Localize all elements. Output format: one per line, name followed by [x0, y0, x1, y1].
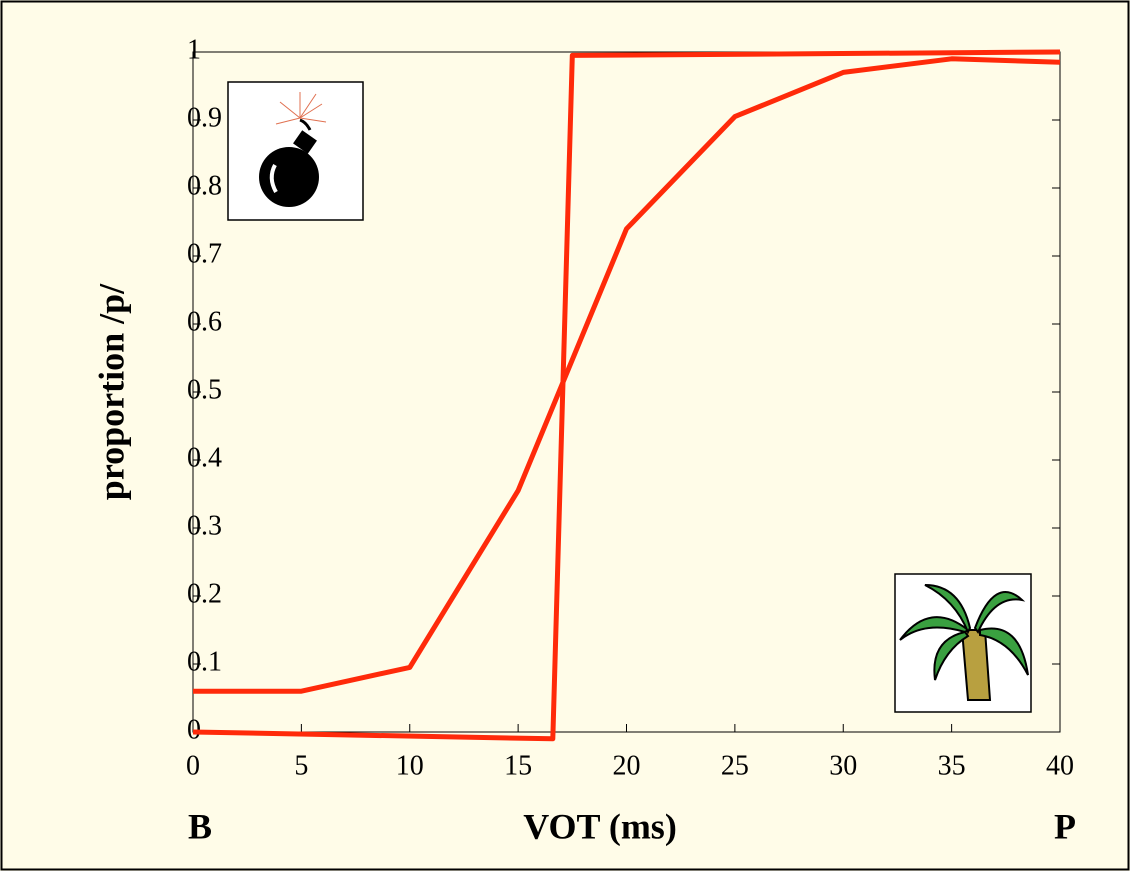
x-tick-label: 30 [829, 750, 857, 781]
y-axis-label: proportion /p/ [91, 283, 131, 500]
x-tick-label: 5 [294, 750, 308, 781]
series-line [193, 56, 1061, 694]
x-tick-label: 40 [1046, 750, 1074, 781]
x-tick-label: 25 [721, 750, 749, 781]
x-tick-label: 20 [613, 750, 641, 781]
x-tick-label: 10 [396, 750, 424, 781]
y-tick-label: 0.6 [187, 306, 222, 337]
y-tick-label: 0.1 [187, 646, 222, 677]
series-line [192, 49, 1061, 742]
palm-icon [894, 573, 1032, 713]
x-end-label: P [1054, 806, 1076, 846]
y-tick-label: 0.3 [187, 510, 222, 541]
bomb-icon [227, 81, 364, 221]
y-tick-label: 0.9 [187, 102, 222, 133]
y-tick-label: 1 [187, 34, 201, 65]
y-tick-label: 0.7 [187, 238, 222, 269]
x-end-label: B [188, 806, 212, 846]
y-tick-label: 0.2 [187, 578, 222, 609]
x-tick-label: 35 [938, 750, 966, 781]
x-tick-label: 15 [504, 750, 532, 781]
y-tick-label: 0.8 [187, 170, 222, 201]
x-tick-label: 0 [186, 750, 200, 781]
y-tick-label: 0.4 [187, 442, 222, 473]
x-axis-label: VOT (ms) [523, 806, 677, 846]
y-tick-label: 0.5 [187, 374, 222, 405]
